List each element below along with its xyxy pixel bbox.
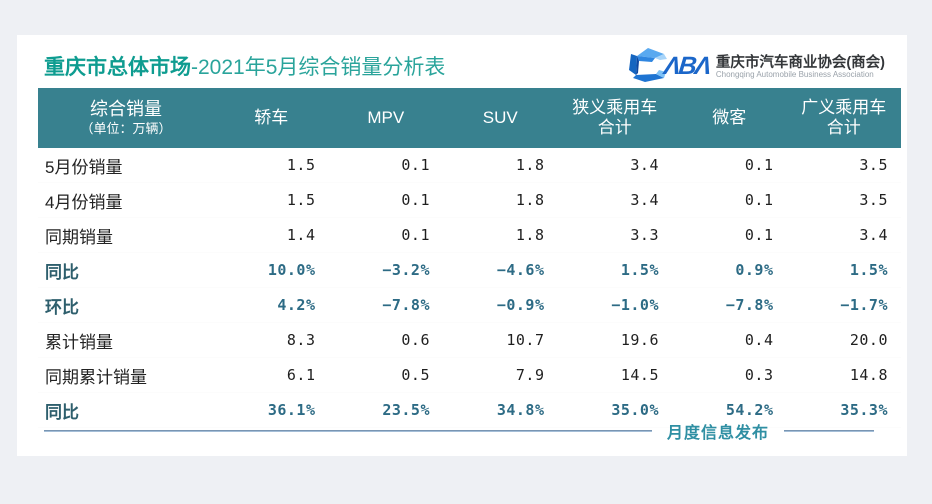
cell-value: 7.9	[515, 366, 545, 384]
header-label: 狭义乘用车	[572, 97, 658, 117]
page-title-rest: -2021年5月综合销量分析表	[191, 56, 446, 79]
table-row: 4月份销量 1.5 0.1 1.8 3.4 0.1 3.5	[38, 183, 901, 218]
header-cell-2: MPV	[329, 108, 444, 128]
table-row: 累计销量 8.3 0.6 10.7 19.6 0.4 20.0	[38, 323, 901, 358]
header-cell-3: SUV	[443, 108, 558, 128]
page-title: 重庆市总体市场-2021年5月综合销量分析表	[44, 57, 445, 78]
cell-value: −1.0%	[611, 296, 659, 314]
footer-rule-left	[44, 430, 652, 432]
cell-value: 0.4	[744, 331, 774, 349]
cell-value: 19.6	[620, 331, 659, 349]
row-label: 环比	[45, 297, 79, 317]
row-label: 同比	[45, 402, 79, 422]
table-row: 同期销量 1.4 0.1 1.8 3.3 0.1 3.4	[38, 218, 901, 253]
cell-value: 1.8	[515, 156, 545, 174]
cell-value: 0.3	[744, 366, 774, 384]
cell-value: 23.5%	[382, 401, 430, 419]
cell-value: 0.1	[744, 156, 774, 174]
cell-value: 8.3	[286, 331, 316, 349]
cell-value: 0.1	[744, 226, 774, 244]
cell-value: −4.6%	[496, 261, 545, 279]
table-row: 同期累计销量 6.1 0.5 7.9 14.5 0.3 14.8	[38, 358, 901, 393]
cell-value: 36.1%	[267, 401, 316, 419]
logo-org-text: 重庆市汽车商业协会(商会) Chongqing Automobile Busin…	[715, 54, 885, 80]
cell-value: 54.2%	[725, 401, 774, 419]
page-title-emphasis: 重庆市总体市场	[44, 56, 191, 79]
header-metric-unit: （单位：万辆）	[80, 121, 172, 136]
cell-value: 14.8	[849, 366, 888, 384]
cell-value: 4.2%	[277, 296, 316, 314]
cell-value: 1.5%	[620, 261, 659, 279]
cell-value: 1.8	[515, 226, 545, 244]
cell-value: 3.5	[859, 156, 888, 174]
footer-label: 月度信息发布	[667, 425, 770, 442]
cell-value: −1.7%	[840, 296, 888, 314]
cell-value: −7.8%	[382, 296, 430, 314]
table-body: 5月份销量 1.5 0.1 1.8 3.4 0.1 3.5 4月份销量 1.5 0.1 1.8 3.4…	[38, 148, 901, 428]
cell-value: −3.2%	[382, 261, 430, 279]
logo-org-name-cn: 重庆市汽车商业协会(商会)	[715, 54, 885, 71]
cell-value: 0.6	[401, 331, 430, 349]
row-label: 同期累计销量	[45, 367, 147, 387]
table-row: 同比 10.0% −3.2% −4.6% 1.5% 0.9% 1.5%	[38, 253, 901, 288]
caba-logo-c-icon	[628, 47, 668, 88]
cell-value: 6.1	[286, 366, 316, 384]
footer-rule-right	[784, 430, 875, 432]
cell-value: 34.8%	[496, 401, 545, 419]
row-label: 累计销量	[45, 332, 113, 352]
header-cell-metric: 综合销量 （单位：万辆）	[38, 99, 214, 136]
header-label: MPV	[367, 107, 405, 127]
row-label: 同比	[45, 262, 79, 282]
cell-value: 3.4	[859, 226, 888, 244]
cell-value: −0.9%	[496, 296, 545, 314]
cell-value: 1.4	[286, 226, 316, 244]
cell-value: 3.4	[630, 156, 659, 174]
cell-value: 14.5	[620, 366, 659, 384]
header-label: 轿车	[254, 107, 289, 127]
report-card: 重庆市总体市场-2021年5月综合销量分析表 ΛBΛ 重庆市汽车商业协会(商会)…	[17, 35, 907, 456]
header-cell-6: 广义乘用车 合计	[787, 98, 902, 139]
table-row: 5月份销量 1.5 0.1 1.8 3.4 0.1 3.5	[38, 148, 901, 183]
caba-logo: ΛBΛ 重庆市汽车商业协会(商会) Chongqing Automobile B…	[628, 47, 885, 88]
cell-value: 1.8	[515, 191, 545, 209]
cell-value: 1.5	[286, 156, 316, 174]
cell-value: 20.0	[849, 331, 888, 349]
cell-value: 10.0%	[267, 261, 316, 279]
table-row: 同比 36.1% 23.5% 34.8% 35.0% 54.2% 35.3%	[38, 393, 901, 428]
report-footer: 月度信息发布	[44, 419, 896, 443]
header-label: 微客	[712, 107, 747, 127]
header-cell-1: 轿车	[214, 108, 329, 128]
header-cell-4: 狭义乘用车 合计	[558, 98, 673, 139]
header-label: SUV	[482, 107, 518, 127]
row-label: 5月份销量	[45, 157, 123, 177]
header-label: 合计	[597, 118, 632, 137]
cell-value: 35.0%	[611, 401, 659, 419]
cell-value: 35.3%	[840, 401, 888, 419]
header-cell-5: 微客	[672, 108, 787, 128]
cell-value: 0.1	[744, 191, 774, 209]
cell-value: −7.8%	[725, 296, 774, 314]
cell-value: 0.5	[401, 366, 430, 384]
row-label: 4月份销量	[45, 192, 123, 212]
row-label: 同期销量	[45, 227, 113, 247]
cell-value: 0.1	[401, 191, 430, 209]
cell-value: 3.5	[859, 191, 888, 209]
sales-table: 综合销量 （单位：万辆） 轿车 MPV SUV 狭义乘用车 合计 微客 广义乘用车 合计 5月…	[38, 88, 901, 428]
header-metric-label: 综合销量	[90, 99, 162, 120]
header-label: 合计	[826, 118, 861, 137]
cell-value: 0.9%	[735, 261, 774, 279]
table-row: 环比 4.2% −7.8% −0.9% −1.0% −7.8% −1.7%	[38, 288, 901, 323]
cell-value: 0.1	[401, 156, 430, 174]
report-header: 重庆市总体市场-2021年5月综合销量分析表 ΛBΛ 重庆市汽车商业协会(商会)…	[17, 35, 907, 88]
cell-value: 1.5%	[849, 261, 888, 279]
caba-logo-letters: ΛBΛ	[663, 52, 712, 80]
logo-org-name-en: Chongqing Automobile Business Associatio…	[715, 69, 874, 79]
cell-value: 1.5	[286, 191, 316, 209]
cell-value: 0.1	[401, 226, 430, 244]
cell-value: 3.3	[630, 226, 659, 244]
cell-value: 3.4	[630, 191, 659, 209]
table-header-row: 综合销量 （单位：万辆） 轿车 MPV SUV 狭义乘用车 合计 微客 广义乘用车 合计	[38, 88, 901, 148]
header-label: 广义乘用车	[801, 97, 887, 117]
cell-value: 10.7	[506, 331, 545, 349]
